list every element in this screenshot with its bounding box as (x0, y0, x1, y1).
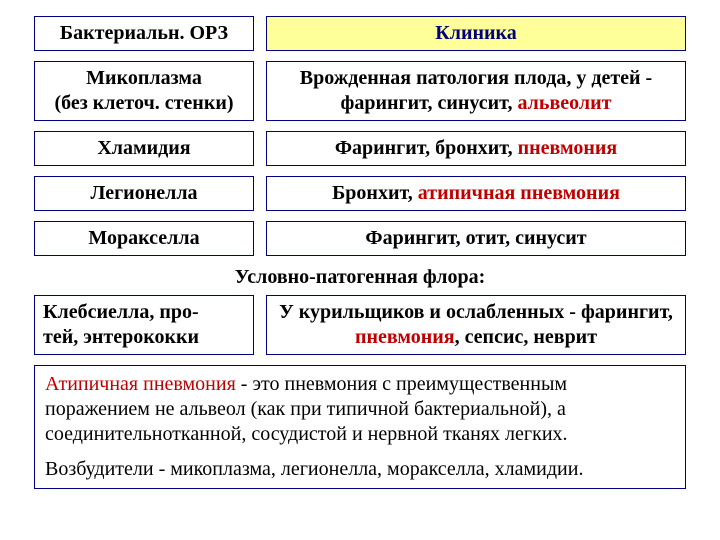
table-row: Легионелла Бронхит, атипичная пневмония (34, 176, 686, 211)
pathogen-name: Хламидия (97, 136, 190, 161)
clinic-text-2: , сепсис, неврит (455, 326, 597, 348)
clinic-cell: Врожденная патология плода, у детей - фа… (266, 61, 686, 121)
pathogen-name: Клебсиелла, про- (43, 301, 199, 323)
pathogen-cell: Клебсиелла, про- тей, энтерококки (34, 295, 254, 355)
pathogen-name: Легионелла (90, 181, 197, 206)
clinic-text: Фарингит, отит, синусит (365, 226, 586, 251)
table-row: Моракселла Фарингит, отит, синусит (34, 221, 686, 256)
note-p1: Атипичная пневмония - это пневмония с пр… (45, 372, 675, 447)
header-right: Клиника (266, 16, 686, 51)
note-box: Атипичная пневмония - это пневмония с пр… (34, 365, 686, 489)
header-left: Бактериальн. ОРЗ (34, 16, 254, 51)
clinic-highlight: пневмония (518, 137, 618, 159)
slide-page: Бактериальн. ОРЗ Клиника Микоплазма (без… (0, 0, 720, 497)
pathogen-name: Микоплазма (86, 67, 202, 89)
clinic-highlight: пневмония (355, 326, 455, 348)
clinic-highlight: альвеолит (518, 92, 612, 114)
pathogen-cell: Хламидия (34, 131, 254, 166)
pathogen-cell: Легионелла (34, 176, 254, 211)
clinic-text: У курильщиков и ослабленных - фарингит, (279, 301, 673, 323)
clinic-highlight: атипичная пневмония (418, 182, 620, 204)
clinic-cell: Фарингит, отит, синусит (266, 221, 686, 256)
clinic-cell: Фарингит, бронхит, пневмония (266, 131, 686, 166)
note-term: Атипичная пневмония (45, 373, 236, 395)
pathogen-name: Моракселла (88, 226, 199, 251)
pathogen-name-2: тей, энтерококки (43, 326, 199, 348)
table-row: Микоплазма (без клеточ. стенки) Врожденн… (34, 61, 686, 121)
pathogen-cell: Моракселла (34, 221, 254, 256)
section-title: Условно-патогенная флора: (34, 266, 686, 289)
table-row: Клебсиелла, про- тей, энтерококки У кури… (34, 295, 686, 355)
clinic-text: Бронхит, (332, 182, 418, 204)
clinic-text: Фарингит, бронхит, (335, 137, 518, 159)
clinic-cell: Бронхит, атипичная пневмония (266, 176, 686, 211)
clinic-cell: У курильщиков и ослабленных - фарингит, … (266, 295, 686, 355)
table-row: Хламидия Фарингит, бронхит, пневмония (34, 131, 686, 166)
pathogen-note: (без клеточ. стенки) (54, 92, 233, 114)
note-p2: Возбудители - микоплазма, легионелла, мо… (45, 457, 675, 482)
header-row: Бактериальн. ОРЗ Клиника (34, 16, 686, 51)
pathogen-cell: Микоплазма (без клеточ. стенки) (34, 61, 254, 121)
